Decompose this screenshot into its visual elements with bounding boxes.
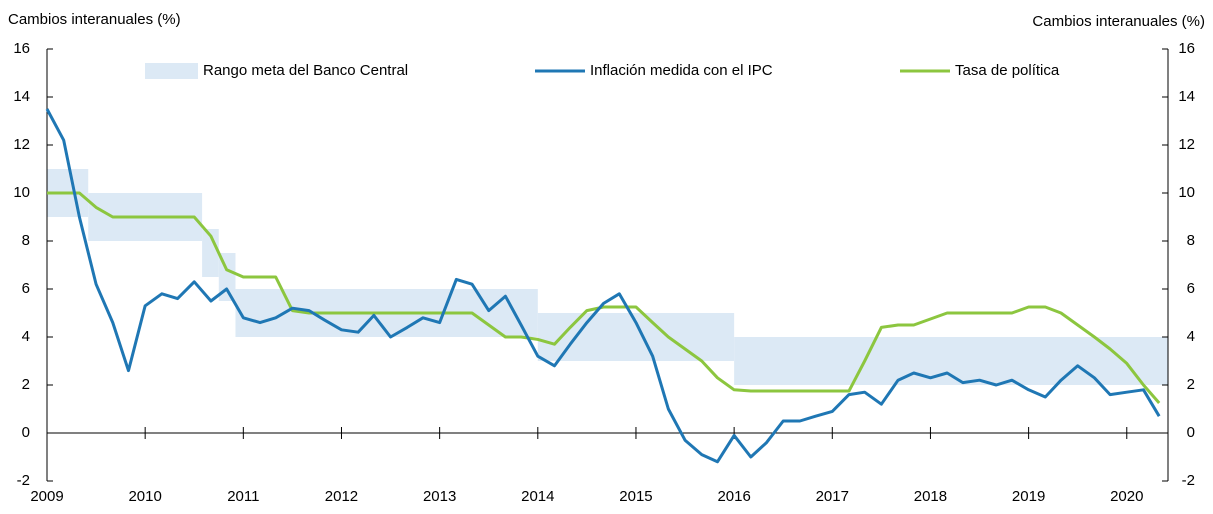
x-tick-label: 2013 — [423, 488, 456, 505]
y-tick-label: 6 — [22, 280, 30, 297]
x-tick-label: 2016 — [717, 488, 750, 505]
x-tick-label: 2014 — [521, 488, 554, 505]
y-tick-label: -2 — [17, 472, 30, 489]
y2-tick-label: 6 — [1187, 280, 1195, 297]
y-tick-label: 10 — [13, 184, 30, 201]
x-tick-label: 2010 — [128, 488, 161, 505]
y2-tick-label: 2 — [1187, 376, 1195, 393]
legend-swatch — [145, 63, 198, 79]
y2-tick-label: 12 — [1178, 136, 1195, 153]
y2-tick-label: 8 — [1187, 232, 1195, 249]
y2-axis-label: Cambios interanuales (%) — [1032, 13, 1205, 30]
y-tick-label: 4 — [22, 328, 30, 345]
y2-tick-label: 16 — [1178, 40, 1195, 57]
y-tick-label: 12 — [13, 136, 30, 153]
y-tick-label: 16 — [13, 40, 30, 57]
x-tick-label: 2017 — [816, 488, 849, 505]
y2-tick-label: 4 — [1187, 328, 1195, 345]
x-tick-label: 2019 — [1012, 488, 1045, 505]
x-tick-label: 2009 — [30, 488, 63, 505]
y2-tick-label: 14 — [1178, 88, 1195, 105]
y2-tick-label: 10 — [1178, 184, 1195, 201]
y2-tick-label: -2 — [1182, 472, 1195, 489]
y-tick-label: 0 — [22, 424, 30, 441]
x-tick-label: 2015 — [619, 488, 652, 505]
x-tick-label: 2012 — [325, 488, 358, 505]
x-tick-label: 2011 — [227, 488, 259, 505]
y-tick-label: 2 — [22, 376, 30, 393]
y2-tick-label: 0 — [1187, 424, 1195, 441]
legend-label: Inflación medida con el IPC — [590, 62, 773, 79]
legend-label: Tasa de política — [955, 62, 1060, 79]
y-axis-label: Cambios interanuales (%) — [8, 11, 181, 28]
y-tick-label: 14 — [13, 88, 30, 105]
series-line — [47, 191, 1161, 404]
y-tick-label: 8 — [22, 232, 30, 249]
x-tick-label: 2020 — [1110, 488, 1143, 505]
series-line — [45, 108, 1161, 464]
x-tick-label: 2018 — [914, 488, 947, 505]
legend-label: Rango meta del Banco Central — [203, 62, 408, 79]
